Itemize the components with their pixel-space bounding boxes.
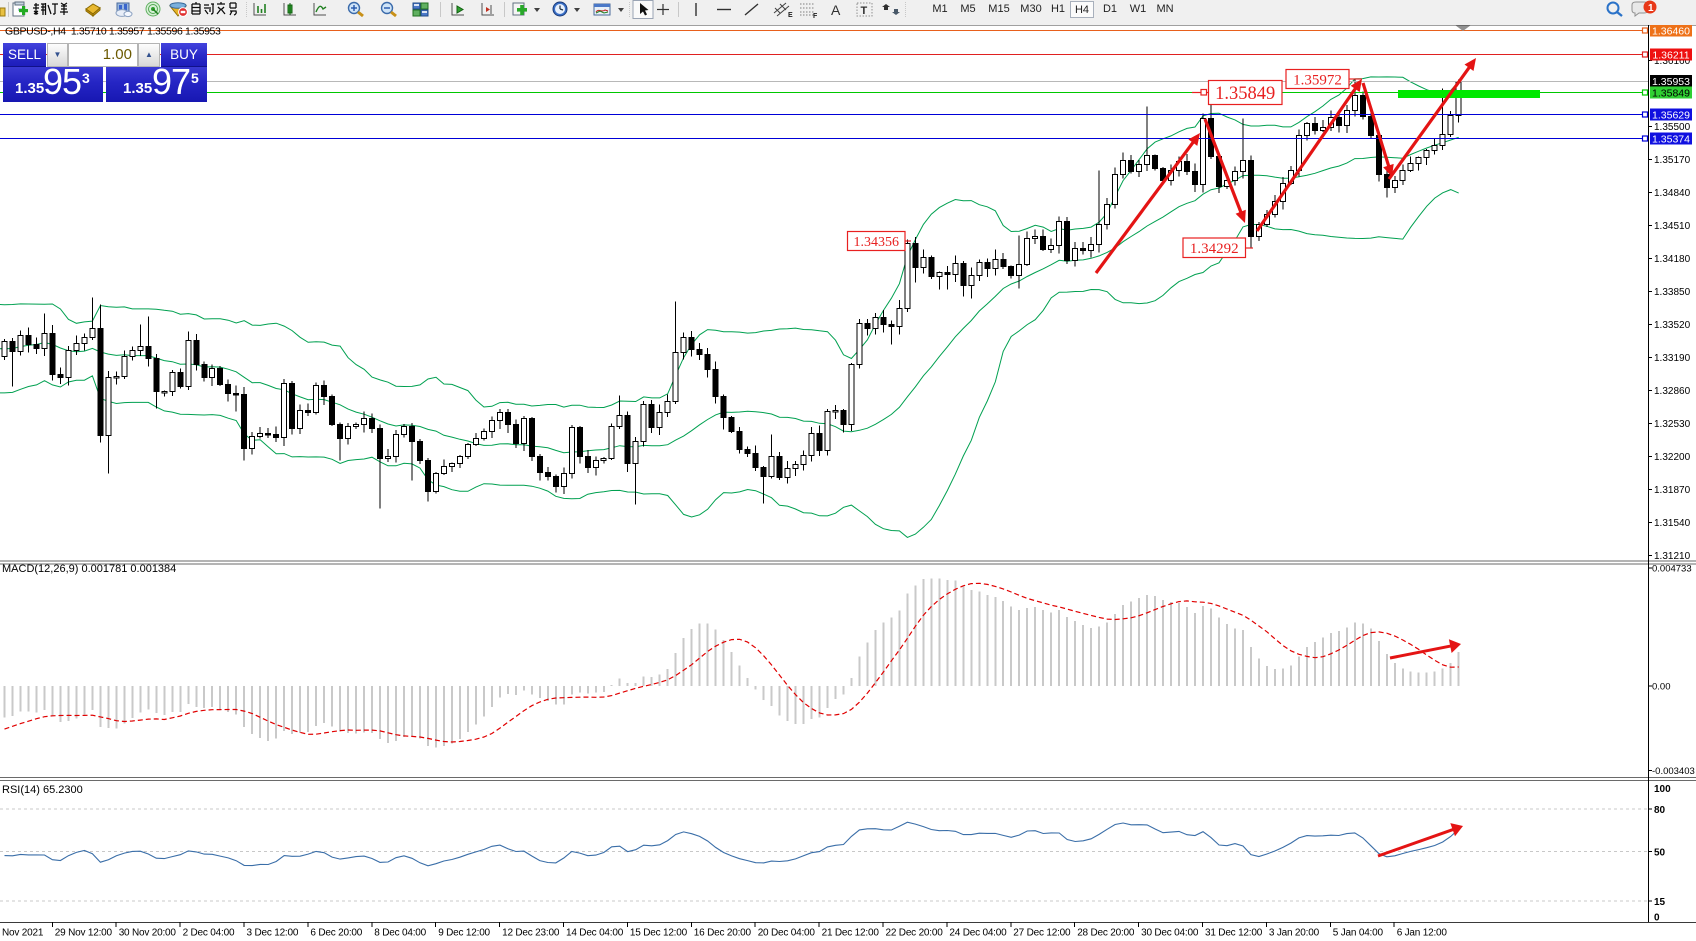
svg-text:1.35849: 1.35849: [1652, 88, 1690, 100]
svg-text:1.32530: 1.32530: [1654, 419, 1691, 430]
svg-text:2 Dec 04:00: 2 Dec 04:00: [183, 928, 235, 939]
svg-text:0: 0: [1654, 913, 1660, 924]
svg-text:A: A: [831, 2, 841, 18]
svg-text:1.35972: 1.35972: [1293, 72, 1342, 88]
svg-text:1.31870: 1.31870: [1654, 485, 1691, 496]
svg-text:0.00: 0.00: [1652, 681, 1671, 692]
svg-text:3 Dec 12:00: 3 Dec 12:00: [247, 928, 299, 939]
svg-text:F: F: [813, 13, 818, 20]
svg-text:1.33520: 1.33520: [1654, 320, 1691, 331]
svg-text:1.36460: 1.36460: [1652, 26, 1690, 38]
svg-text:GBPUSD-,H4 1.35710 1.35957 1.: GBPUSD-,H4 1.35710 1.35957 1.35596 1.359…: [5, 26, 221, 38]
svg-text:27 Dec 12:00: 27 Dec 12:00: [1013, 928, 1071, 939]
svg-text:1.35849: 1.35849: [1215, 84, 1275, 104]
svg-text:9 Dec 12:00: 9 Dec 12:00: [438, 928, 490, 939]
svg-text:12 Dec 23:00: 12 Dec 23:00: [502, 928, 560, 939]
svg-text:14 Dec 04:00: 14 Dec 04:00: [566, 928, 624, 939]
svg-text:3 Jan 20:00: 3 Jan 20:00: [1269, 928, 1320, 939]
svg-text:15 Dec 12:00: 15 Dec 12:00: [630, 928, 688, 939]
svg-text:0.004733: 0.004733: [1652, 564, 1692, 575]
svg-text:16 Dec 20:00: 16 Dec 20:00: [694, 928, 752, 939]
svg-text:1.32860: 1.32860: [1654, 386, 1691, 397]
svg-text:31 Dec 12:00: 31 Dec 12:00: [1205, 928, 1263, 939]
svg-text:1.34292: 1.34292: [1190, 241, 1239, 257]
svg-text:-0.003403: -0.003403: [1652, 766, 1695, 777]
svg-text:28 Dec 20:00: 28 Dec 20:00: [1077, 928, 1135, 939]
svg-text:5 Jan 04:00: 5 Jan 04:00: [1333, 928, 1384, 939]
svg-text:8 Dec 04:00: 8 Dec 04:00: [374, 928, 426, 939]
svg-text:80: 80: [1654, 805, 1666, 816]
svg-text:6 Jan 12:00: 6 Jan 12:00: [1397, 928, 1448, 939]
svg-text:1: 1: [1648, 3, 1654, 14]
svg-text:1.34840: 1.34840: [1654, 188, 1691, 199]
svg-text:1.31540: 1.31540: [1654, 518, 1691, 529]
svg-text:E: E: [788, 12, 793, 19]
svg-text:1.32200: 1.32200: [1654, 452, 1691, 463]
svg-text:1.33190: 1.33190: [1654, 353, 1691, 364]
svg-text:1.35374: 1.35374: [1652, 134, 1690, 146]
svg-text:30 Nov 20:00: 30 Nov 20:00: [119, 928, 177, 939]
svg-text:50: 50: [1654, 848, 1666, 859]
svg-text:20 Dec 04:00: 20 Dec 04:00: [758, 928, 816, 939]
svg-text:1.35629: 1.35629: [1652, 110, 1690, 122]
svg-text:22 Dec 20:00: 22 Dec 20:00: [886, 928, 944, 939]
svg-text:30 Dec 04:00: 30 Dec 04:00: [1141, 928, 1199, 939]
svg-text:1.34180: 1.34180: [1654, 254, 1691, 265]
svg-text:1.35500: 1.35500: [1654, 122, 1691, 133]
svg-text:1.36211: 1.36211: [1652, 50, 1689, 62]
svg-text:1.35170: 1.35170: [1654, 155, 1691, 166]
svg-text:24 Dec 04:00: 24 Dec 04:00: [949, 928, 1007, 939]
svg-text:1.34356: 1.34356: [853, 235, 899, 250]
svg-text:15: 15: [1654, 897, 1666, 908]
svg-text:1.34510: 1.34510: [1654, 221, 1691, 232]
svg-text:6 Dec 20:00: 6 Dec 20:00: [310, 928, 362, 939]
svg-text:MACD(12,26,9) 0.001781 0.00138: MACD(12,26,9) 0.001781 0.001384: [2, 563, 176, 575]
svg-text:1.33850: 1.33850: [1654, 287, 1691, 298]
svg-text:RSI(14) 65.2300: RSI(14) 65.2300: [2, 784, 83, 796]
svg-text:100: 100: [1654, 784, 1671, 795]
svg-text:Nov 2021: Nov 2021: [2, 928, 44, 939]
svg-text:21 Dec 12:00: 21 Dec 12:00: [822, 928, 880, 939]
svg-text:29 Nov 12:00: 29 Nov 12:00: [55, 928, 113, 939]
svg-text:T: T: [861, 5, 868, 17]
svg-text:1.36160: 1.36160: [1654, 56, 1691, 67]
svg-text:1.31210: 1.31210: [1654, 551, 1691, 562]
svg-text:1.35953: 1.35953: [1652, 76, 1690, 88]
